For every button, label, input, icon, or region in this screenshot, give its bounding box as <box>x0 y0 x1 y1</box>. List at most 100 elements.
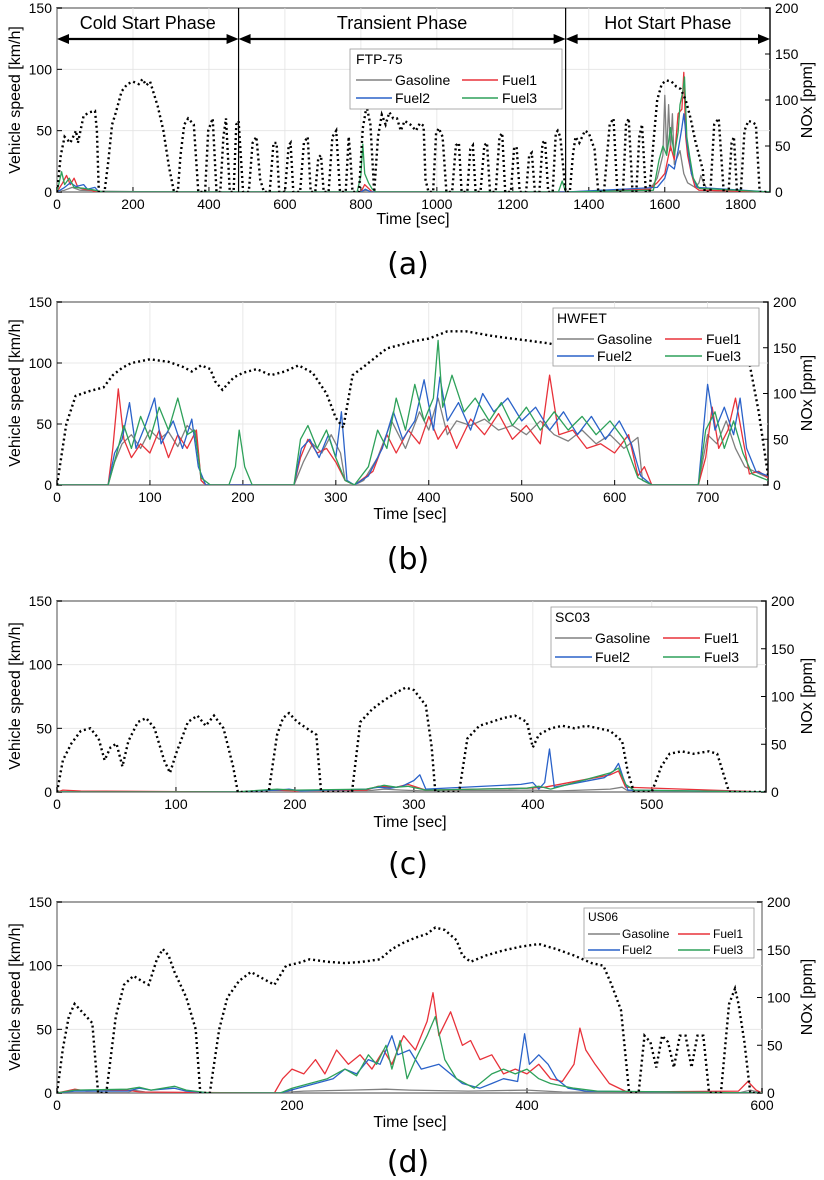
panel-d-right-axis-title: NOx [ppm] <box>799 959 816 1035</box>
y-left-tick-label: 150 <box>29 0 53 16</box>
panel-c-ticks: 0 100 200 300 400 500 0 50 100 150 0 50 100 150 200 <box>29 593 795 812</box>
y-right-tick-label: 100 <box>767 990 791 1006</box>
x-tick-label: 600 <box>273 196 297 212</box>
legend-cycle-title: US06 <box>588 910 618 924</box>
x-tick-label: 400 <box>521 796 545 812</box>
y-left-tick-label: 0 <box>44 1085 52 1101</box>
x-tick-label: 200 <box>121 196 145 212</box>
y-right-tick-label: 200 <box>773 294 797 310</box>
x-tick-label: 1800 <box>725 196 756 212</box>
panel-d-left-axis-title: Vehicle speed [km/h] <box>7 923 24 1071</box>
x-tick-label: 600 <box>750 1097 774 1113</box>
y-right-tick-label: 0 <box>773 477 781 493</box>
y-right-tick-label: 0 <box>771 784 779 800</box>
y-right-tick-label: 50 <box>767 1037 783 1053</box>
panel-a-x-axis-title: Time [sec] <box>376 211 449 228</box>
panel-b-left-axis-title: Vehicle speed [km/h] <box>7 319 24 467</box>
panel-a-left-axis-title: Vehicle speed [km/h] <box>7 26 24 174</box>
series-line-gasoline <box>57 94 770 192</box>
phase-arrow-head-left <box>238 34 251 44</box>
legend-label-fuel2: Fuel2 <box>597 348 632 364</box>
series-line-fuel2 <box>57 1033 762 1093</box>
y-left-tick-label: 50 <box>36 416 52 432</box>
y-left-tick-label: 0 <box>44 784 52 800</box>
y-right-tick-label: 200 <box>771 593 795 609</box>
x-tick-label: 400 <box>515 1097 539 1113</box>
legend-label-fuel3: Fuel3 <box>704 649 739 665</box>
panel-c-series <box>57 686 766 792</box>
panel-a-series <box>57 71 770 192</box>
series-line-gasoline <box>57 1088 762 1093</box>
x-tick-label: 300 <box>402 796 426 812</box>
y-right-tick-label: 50 <box>775 138 791 154</box>
series-line-vehicle-speed <box>57 686 766 792</box>
x-tick-label: 1200 <box>497 196 528 212</box>
y-left-tick-label: 0 <box>44 184 52 200</box>
y-right-tick-label: 150 <box>767 942 791 958</box>
x-tick-label: 400 <box>417 489 441 505</box>
x-tick-label: 300 <box>324 489 348 505</box>
y-left-tick-label: 50 <box>36 1021 52 1037</box>
x-tick-label: 800 <box>349 196 373 212</box>
legend-cycle-title: FTP-75 <box>356 51 403 67</box>
x-tick-label: 600 <box>603 489 627 505</box>
series-line-vehicle-speed <box>57 76 770 192</box>
y-right-tick-label: 150 <box>773 340 797 356</box>
y-right-tick-label: 100 <box>771 689 795 705</box>
panel-c-left-axis-title: Vehicle speed [km/h] <box>7 622 24 770</box>
series-line-fuel2 <box>57 376 768 485</box>
legend-label-gasoline: Gasoline <box>595 630 650 646</box>
phase-arrow-head-right <box>758 34 770 44</box>
y-right-tick-label: 50 <box>773 431 789 447</box>
legend-label-fuel2: Fuel2 <box>622 943 652 957</box>
legend-label-gasoline: Gasoline <box>622 927 670 941</box>
panel-b-ticks: 0 100 200 300 400 500 600 700 0 50 100 150 0 50 100 150… <box>29 294 797 505</box>
panel-a-legend: FTP-75 Gasoline Fuel1 Fuel2 Fuel3 <box>349 48 563 110</box>
legend-label-fuel2: Fuel2 <box>595 649 630 665</box>
x-tick-label: 0 <box>53 489 61 505</box>
y-left-tick-label: 50 <box>36 720 52 736</box>
x-tick-label: 700 <box>696 489 720 505</box>
panel-d-legend: US06 Gasoline Fuel1 Fuel2 Fuel3 <box>583 907 755 959</box>
series-line-fuel1 <box>57 992 762 1093</box>
phase-arrow-head-left <box>565 34 578 44</box>
y-right-tick-label: 100 <box>773 386 797 402</box>
series-line-fuel3 <box>57 76 770 192</box>
y-right-tick-label: 200 <box>767 894 791 910</box>
x-tick-label: 500 <box>640 796 664 812</box>
x-tick-label: 1600 <box>649 196 680 212</box>
x-tick-label: 0 <box>53 796 61 812</box>
y-left-tick-label: 100 <box>29 355 53 371</box>
y-left-tick-label: 100 <box>29 61 53 77</box>
panel-c-label: (c) <box>388 847 428 882</box>
panel-d-series <box>57 926 762 1093</box>
legend-label-fuel1: Fuel1 <box>706 331 741 347</box>
legend-label-fuel3: Fuel3 <box>706 348 741 364</box>
panel-c-right-axis-title: NOx [ppm] <box>799 658 816 734</box>
panel-a-phases: Cold Start Phase Transient Phase Hot Start… <box>57 8 770 192</box>
legend-label-fuel1: Fuel1 <box>502 72 537 88</box>
x-tick-label: 100 <box>138 489 162 505</box>
legend-label-gasoline: Gasoline <box>395 72 450 88</box>
series-line-fuel2 <box>57 113 770 192</box>
panel-b: 0 100 200 300 400 500 600 700 0 50 100 150 0 50 100 150… <box>7 294 816 577</box>
y-left-tick-label: 150 <box>29 294 53 310</box>
y-right-tick-label: 200 <box>775 0 799 16</box>
series-line-fuel3 <box>57 339 768 485</box>
phase-arrow-head-right <box>226 34 239 44</box>
panel-c: 0 100 200 300 400 500 0 50 100 150 0 50 100 150 200 Ti… <box>7 593 816 882</box>
x-tick-label: 400 <box>197 196 221 212</box>
y-right-tick-label: 150 <box>775 46 799 62</box>
legend-box <box>349 48 563 110</box>
y-left-tick-label: 0 <box>44 477 52 493</box>
legend-cycle-title: HWFET <box>557 310 607 326</box>
legend-cycle-title: SC03 <box>555 609 590 625</box>
x-tick-label: 200 <box>283 796 307 812</box>
series-line-fuel3 <box>57 1015 762 1093</box>
panel-a-label: (a) <box>387 247 429 282</box>
phase-label: Hot Start Phase <box>604 13 731 33</box>
legend-label-gasoline: Gasoline <box>597 331 652 347</box>
panel-c-x-axis-title: Time [sec] <box>373 814 446 831</box>
